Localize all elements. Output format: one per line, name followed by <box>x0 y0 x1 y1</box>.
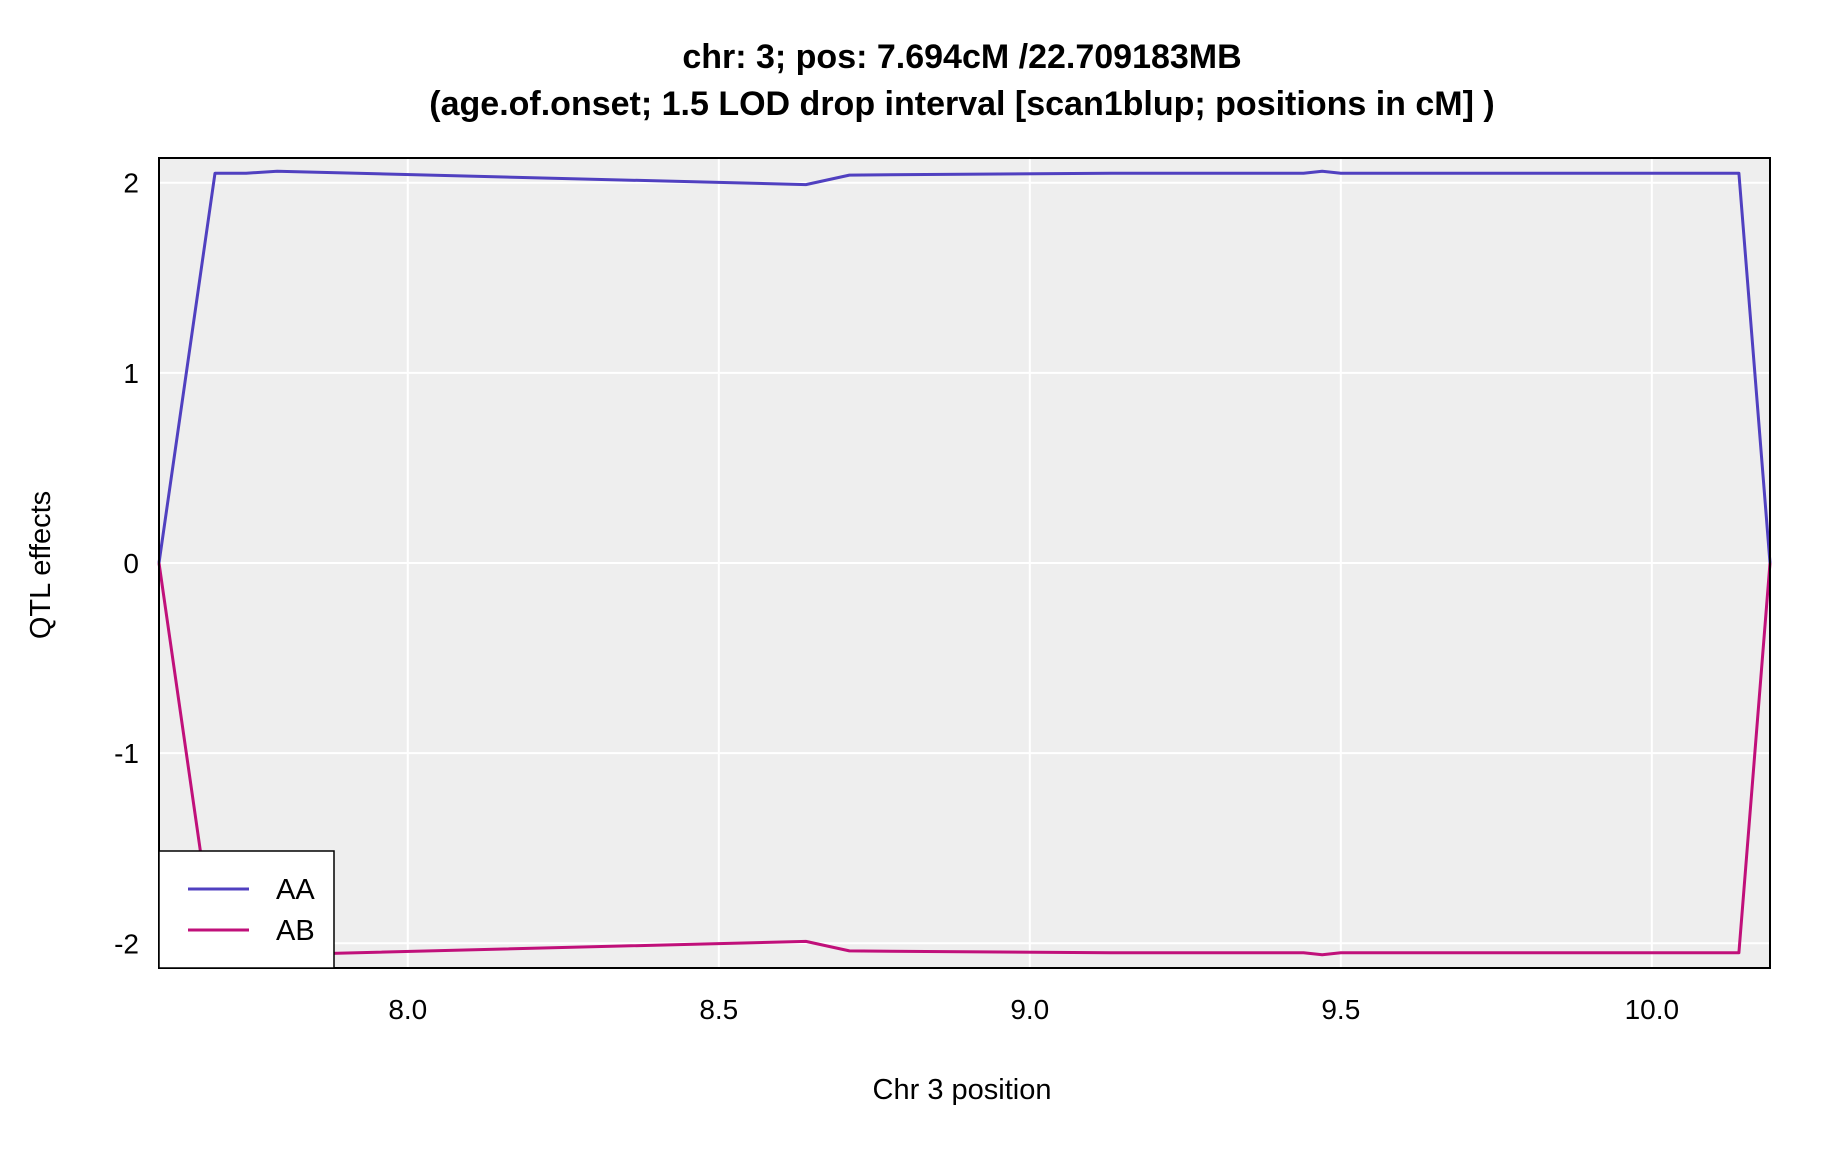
plot-frame <box>158 157 1771 969</box>
legend-box <box>158 850 335 969</box>
y-tick-label: -2 <box>114 928 139 959</box>
x-axis-ticks: 8.0 8.5 9.0 9.5 10.0 <box>388 994 1679 1025</box>
x-tick-label: 8.5 <box>699 994 738 1025</box>
chart-subtitle: (age.of.onset; 1.5 LOD drop interval [sc… <box>429 85 1494 123</box>
y-tick-label: 1 <box>123 358 139 389</box>
legend-label-ab: AB <box>276 915 315 947</box>
y-axis-ticks: -2 -1 0 1 2 <box>114 168 139 960</box>
y-tick-label: 2 <box>123 168 139 199</box>
x-tick-label: 9.0 <box>1010 994 1049 1025</box>
y-tick-label: -1 <box>114 738 139 769</box>
legend-label-aa: AA <box>276 874 315 906</box>
grid-lines <box>159 158 1770 968</box>
legend: AA AB <box>158 850 335 969</box>
x-tick-label: 10.0 <box>1625 994 1680 1025</box>
series-line-aa <box>157 169 1772 564</box>
x-tick-label: 9.5 <box>1321 994 1360 1025</box>
chart-title: chr: 3; pos: 7.694cM /22.709183MB <box>682 38 1241 76</box>
y-axis-label: QTL effects <box>25 491 57 639</box>
x-tick-label: 8.0 <box>388 994 427 1025</box>
x-axis-label: Chr 3 position <box>873 1074 1052 1106</box>
y-tick-label: 0 <box>123 548 139 579</box>
